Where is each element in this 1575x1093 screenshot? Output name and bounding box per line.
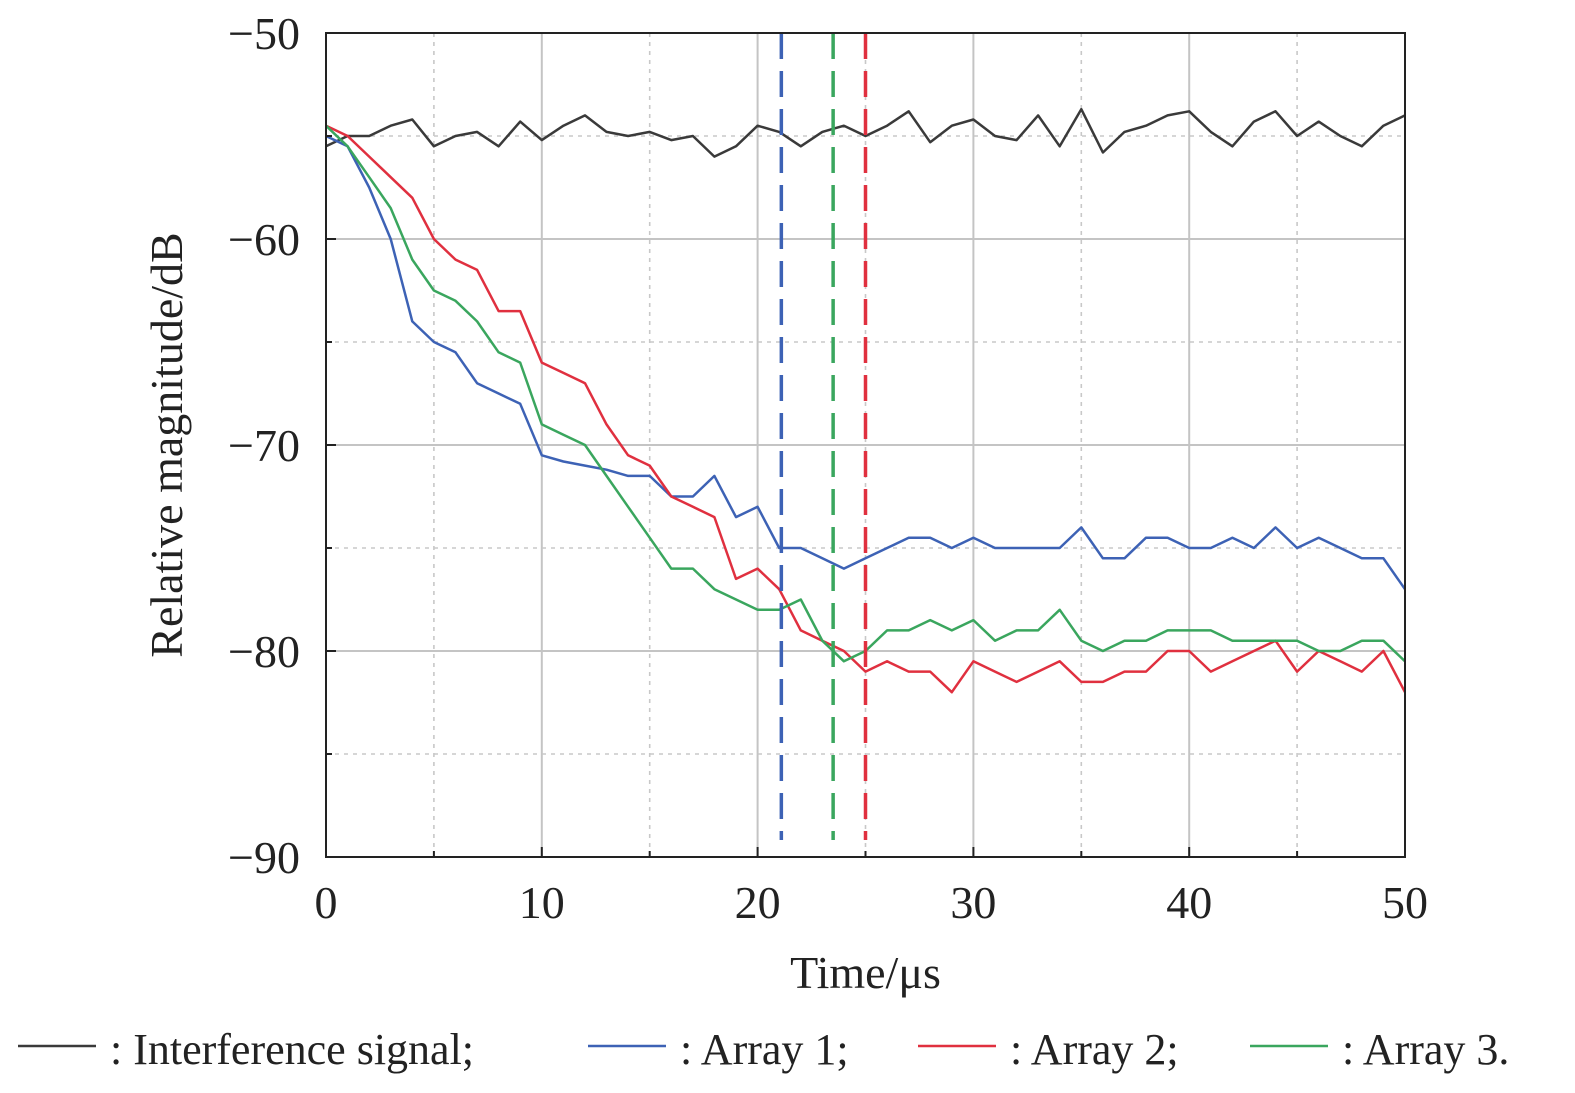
y-tick-label: −60 (228, 214, 300, 265)
series-line-interference-signal (325, 107, 1406, 158)
y-axis-label: Relative magnitude/dB (141, 232, 192, 657)
y-tick-label: −50 (228, 8, 300, 59)
x-tick-label: 30 (950, 877, 996, 928)
series-line-array-1 (325, 134, 1407, 590)
legend-label: : Array 2; (1010, 1025, 1179, 1074)
y-tick-label: −90 (228, 832, 300, 883)
legend-label: : Array 3. (1342, 1025, 1509, 1074)
y-tick-label: −80 (228, 626, 300, 677)
x-tick-label: 0 (315, 877, 338, 928)
series-line-array-2 (325, 124, 1407, 694)
x-tick-label: 20 (735, 877, 781, 928)
x-tick-label: 40 (1166, 877, 1212, 928)
legend-label: : Interference signal; (110, 1025, 474, 1074)
legend-label: : Array 1; (680, 1025, 849, 1074)
y-tick-label: −70 (228, 420, 300, 471)
x-tick-label: 10 (519, 877, 565, 928)
x-tick-label: 50 (1382, 877, 1428, 928)
x-axis-label: Time/μs (790, 947, 941, 998)
